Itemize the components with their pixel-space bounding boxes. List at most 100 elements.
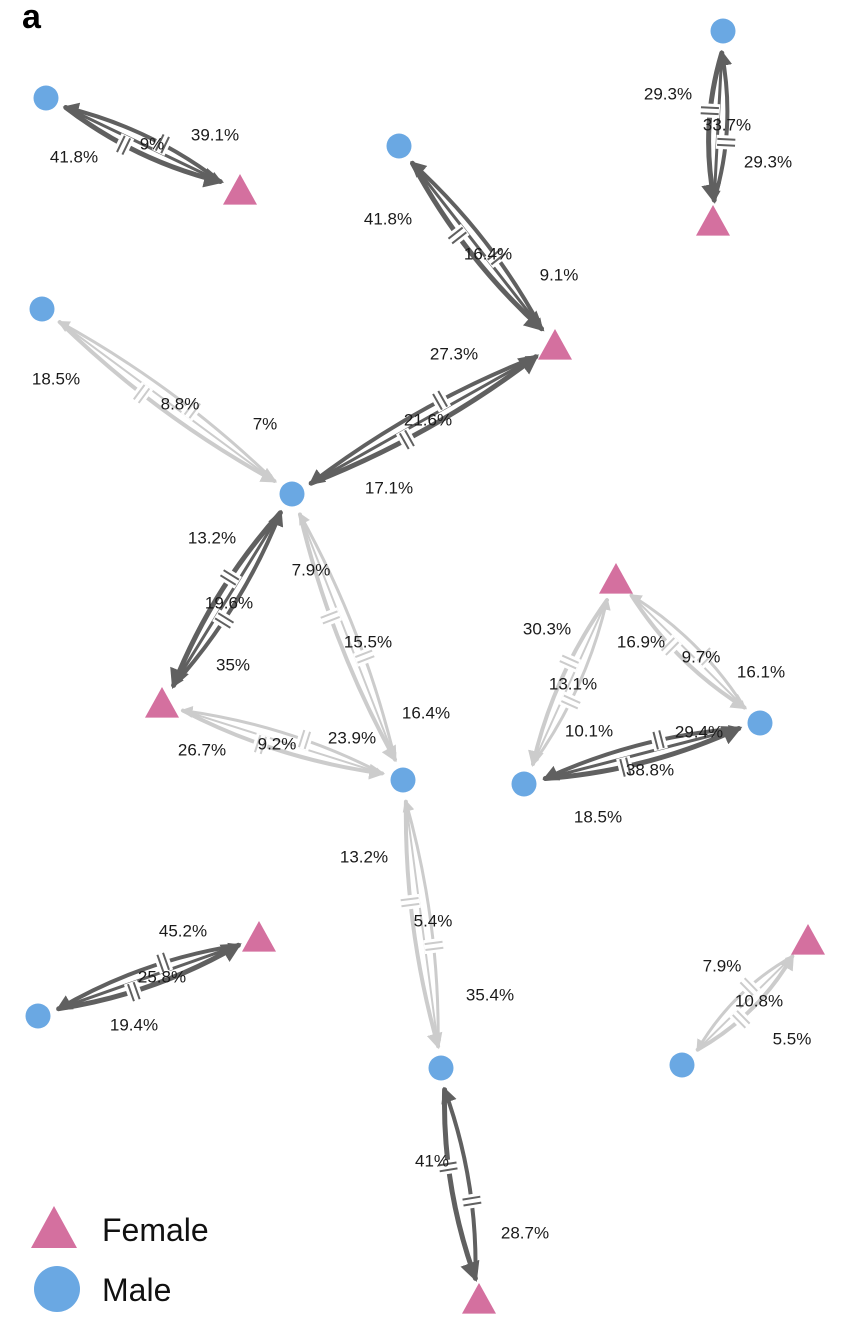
node-f2-female xyxy=(696,205,730,236)
node-f7-female xyxy=(791,924,825,955)
edge-m4-m5-mutual xyxy=(58,321,276,482)
edge-m5-f3-label-ba: 17.1% xyxy=(365,478,413,497)
edge-m1-f1-tick-2 xyxy=(151,131,174,156)
node-f8-female xyxy=(462,1283,496,1314)
edge-m5-m6-forward xyxy=(298,512,397,763)
edge-m3-f3-label-ba: 41.8% xyxy=(364,209,412,228)
edge-m4-m5-forward xyxy=(57,320,278,483)
legend-female-label: Female xyxy=(102,1212,209,1248)
edge-m4-m5-backward xyxy=(57,320,276,483)
edge-f5-m7-tick-2 xyxy=(693,644,718,669)
edge-m8-m7-backward xyxy=(542,726,741,781)
edge-m2-f2-label-ba: 29.3% xyxy=(644,84,692,103)
edge-f5-m8-mutual xyxy=(531,599,608,766)
edge-m9-f6-label-mutual: 25.8% xyxy=(138,967,186,986)
edge-m5-f4-label-ab: 35% xyxy=(216,655,250,674)
edge-m9-f6-backward xyxy=(55,943,241,1011)
edge-f4-m6-label-ba: 26.7% xyxy=(178,740,226,759)
edge-m1-f1-forward xyxy=(63,105,225,188)
edge-m1-f1-label-mutual: 9% xyxy=(140,134,165,153)
panel-label: a xyxy=(22,0,42,36)
node-m9-male xyxy=(25,1003,51,1029)
edge-m8-m7-label-mutual: 38.8% xyxy=(626,760,674,779)
edge-m10-f8-label-ab: 28.7% xyxy=(501,1223,549,1242)
edge-m8-m7-forward xyxy=(542,726,743,781)
edge-m11-f7-mutual xyxy=(696,955,794,1051)
nodes-layer xyxy=(25,18,825,1314)
node-f3-female xyxy=(538,329,572,360)
edge-m8-m7-label-ab: 29.4% xyxy=(675,722,723,741)
edge-m6-m10-label-ab: 35.4% xyxy=(466,985,514,1004)
edge-m3-f3-tick-1 xyxy=(445,223,470,248)
edge-m6-m10-tick-1 xyxy=(399,893,421,911)
edge-m1-f1-mutual xyxy=(64,106,223,183)
node-m4-male xyxy=(29,296,55,322)
edge-m10-f8-forward xyxy=(441,1087,480,1283)
edge-m11-f7-tick-1 xyxy=(729,1007,754,1032)
edge-m3-f3-mutual xyxy=(411,161,543,331)
edge-f5-m7-tick-1 xyxy=(658,634,683,659)
node-f6-female xyxy=(242,921,276,952)
edge-m8-m7-mutual xyxy=(543,725,742,780)
edge-m8-m7-tick-2 xyxy=(649,728,668,752)
edge-m10-f8-tick-1 xyxy=(437,1158,460,1176)
edge-m6-m10-label-mutual: 5.4% xyxy=(414,911,453,930)
edge-m5-f3-backward xyxy=(308,354,538,486)
edge-m11-f7-label-mutual: 10.8% xyxy=(735,991,783,1010)
edge-f4-m6-forward xyxy=(181,708,386,780)
node-m5-male xyxy=(279,481,305,507)
edge-m2-f2-label-ab: 29.3% xyxy=(744,152,792,171)
edge-m11-f7-label-ab: 5.5% xyxy=(773,1029,812,1048)
edge-m5-m6-label-ba: 7.9% xyxy=(292,560,331,579)
edge-f5-m8-label-ab: 10.1% xyxy=(565,721,613,740)
edge-m9-f6-forward xyxy=(56,942,242,1012)
node-m6-male xyxy=(390,767,416,793)
edge-m4-m5-tick-1 xyxy=(130,381,154,407)
edge-m9-f6-tick-1 xyxy=(123,979,144,1004)
node-m8-male xyxy=(511,771,537,797)
edge-m10-f8-tick-2 xyxy=(460,1192,483,1210)
edge-m5-m6-tick-2 xyxy=(352,646,377,667)
edge-m2-f2-backward xyxy=(712,49,733,202)
edge-m6-m10-tick-2 xyxy=(423,937,445,955)
node-m7-male xyxy=(747,710,773,736)
edge-m1-f1-backward xyxy=(62,102,223,184)
edge-f4-m6-label-ab: 23.9% xyxy=(328,728,376,747)
edge-f5-m8-forward xyxy=(528,598,609,768)
edge-m5-f4-tick-2 xyxy=(212,609,237,632)
edge-m5-f4-backward xyxy=(171,509,284,688)
edge-f4-m6-tick-2 xyxy=(294,727,315,752)
edge-f5-m8-tick-2 xyxy=(558,691,583,713)
edge-m5-f3-forward xyxy=(308,354,539,486)
edge-m11-f7-tick-2 xyxy=(736,974,761,999)
edge-f5-m8-backward xyxy=(531,597,611,766)
edge-m5-f4-label-ba: 13.2% xyxy=(188,528,236,547)
edge-m2-f2-forward xyxy=(701,50,725,204)
edge-m11-f7-forward xyxy=(695,953,795,1052)
legend: Female Male xyxy=(31,1206,209,1312)
edge-m4-m5-tick-2 xyxy=(180,396,204,422)
edge-m4-m5-label-ba: 18.5% xyxy=(32,369,80,388)
edge-m5-f3-label-mutual: 21.6% xyxy=(404,410,452,429)
edge-m1-f1-tick-1 xyxy=(112,133,135,158)
edge-m3-f3-backward xyxy=(410,161,544,331)
node-m2-male xyxy=(710,18,736,44)
edge-m5-f3-tick-1 xyxy=(395,427,418,452)
edge-f5-m8-tick-1 xyxy=(557,651,582,673)
edge-m3-f3-tick-2 xyxy=(484,244,509,269)
node-f1-female xyxy=(223,174,257,205)
edge-f5-m8-label-ba: 30.3% xyxy=(523,619,571,638)
edge-f5-m7-label-ba: 16.9% xyxy=(617,632,665,651)
edges-layer xyxy=(55,49,795,1283)
edge-f4-m6-label-mutual: 9.2% xyxy=(258,734,297,753)
legend-female-icon xyxy=(31,1206,77,1248)
edge-m2-f2-mutual xyxy=(708,51,724,203)
edge-m5-m6-tick-1 xyxy=(318,607,343,628)
edge-m10-f8-label-ba: 41% xyxy=(415,1151,449,1170)
edge-m5-f3-tick-2 xyxy=(429,388,452,413)
legend-male-label: Male xyxy=(102,1272,171,1308)
edge-f5-m7-backward xyxy=(629,594,746,709)
edge-m9-f6-label-ab: 45.2% xyxy=(159,921,207,940)
